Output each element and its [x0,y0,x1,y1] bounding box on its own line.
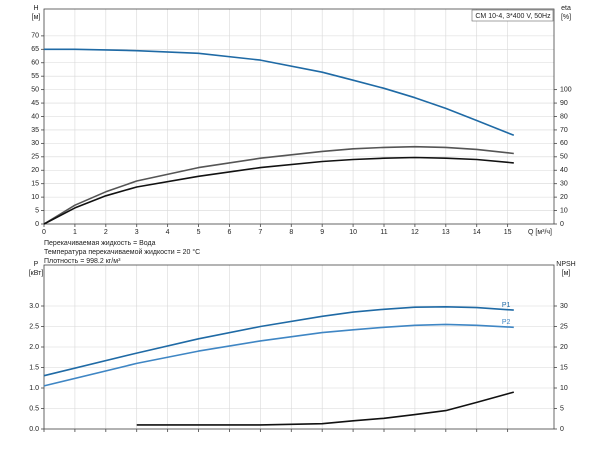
x-tick-label: 2 [104,229,108,236]
y-tick-label: 40 [31,113,39,120]
fluid-note: Перекачиваемая жидкость = Вода [44,240,156,247]
curve [43,156,514,225]
y2-axis-unit: [м] [562,270,571,277]
y2-tick-label: 10 [560,385,568,392]
model-label: CM 10-4, 3*400 V, 50Hz [475,13,551,20]
y2-tick-label: 40 [560,167,568,174]
y-tick-label: 5 [35,207,39,214]
x-axis-title: Q [м³/ч] [528,229,552,236]
y-tick-label: 45 [31,100,39,107]
y-tick-label: 55 [31,73,39,80]
y2-tick-label: 5 [560,405,564,412]
x-tick-label: 9 [320,229,324,236]
y2-tick-label: 30 [560,303,568,310]
y-tick-label: 15 [31,181,39,188]
y-tick-label: 70 [31,33,39,40]
y-tick-label: 20 [31,167,39,174]
y2-tick-label: 80 [560,113,568,120]
curve-label: P2 [502,319,511,326]
curve [43,323,514,387]
y-tick-label: 25 [31,154,39,161]
y-tick-label: 35 [31,127,39,134]
y2-tick-label: 90 [560,100,568,107]
x-tick-label: 12 [411,229,419,236]
y2-tick-label: 25 [560,323,568,330]
x-tick-label: 4 [166,229,170,236]
y2-tick-label: 30 [560,181,568,188]
y-tick-label: 60 [31,60,39,67]
y2-tick-label: 20 [560,194,568,201]
y-axis-title: H [33,5,38,12]
x-tick-label: 13 [442,229,450,236]
x-tick-label: 7 [258,229,262,236]
y-tick-label: 2.5 [29,323,39,330]
y-tick-label: 0 [35,221,39,228]
y2-axis-title: eta [561,5,571,12]
x-tick-label: 0 [42,229,46,236]
plot-frame [43,8,555,225]
y-axis-unit: [м] [32,14,41,21]
x-tick-label: 15 [504,229,512,236]
y2-tick-label: 60 [560,140,568,147]
y-tick-label: 3.0 [29,303,39,310]
y-tick-label: 65 [31,46,39,53]
fluid-note: Температура перекачиваемой жидкости = 20… [44,248,200,256]
y-tick-label: 0.0 [29,426,39,433]
y-tick-label: 30 [31,140,39,147]
y2-tick-label: 0 [560,426,564,433]
y-tick-label: 1.0 [29,385,39,392]
curve [43,306,514,377]
y-tick-label: 10 [31,194,39,201]
x-tick-label: 11 [380,229,387,236]
x-tick-label: 5 [197,229,201,236]
y-tick-label: 2.0 [29,344,39,351]
y-axis-unit: [кВт] [29,270,44,277]
x-tick-label: 14 [473,229,481,236]
y-tick-label: 0.5 [29,405,39,412]
curve [43,145,514,225]
x-tick-label: 3 [135,229,139,236]
y2-axis-unit: [%] [561,14,571,21]
y2-tick-label: 100 [560,86,572,93]
y-tick-label: 50 [31,86,39,93]
x-tick-label: 10 [349,229,357,236]
y2-axis-title: NPSH [556,261,575,268]
curve [136,391,515,426]
y-tick-label: 1.5 [29,364,39,371]
x-tick-label: 1 [73,229,77,236]
y-axis-title: P [34,261,39,268]
model-box [471,9,554,22]
fluid-note: Плотность = 998.2 кг/м³ [44,258,121,265]
x-tick-label: 6 [228,229,232,236]
y2-tick-label: 50 [560,154,568,161]
x-tick-label: 8 [289,229,293,236]
curve [44,48,515,137]
plot-frame [43,264,555,430]
y2-tick-label: 0 [560,221,564,228]
y2-tick-label: 20 [560,344,568,351]
y2-tick-label: 15 [560,364,568,371]
y2-tick-label: 10 [560,207,568,214]
curve-label: P1 [502,302,511,309]
y2-tick-label: 70 [560,127,568,134]
